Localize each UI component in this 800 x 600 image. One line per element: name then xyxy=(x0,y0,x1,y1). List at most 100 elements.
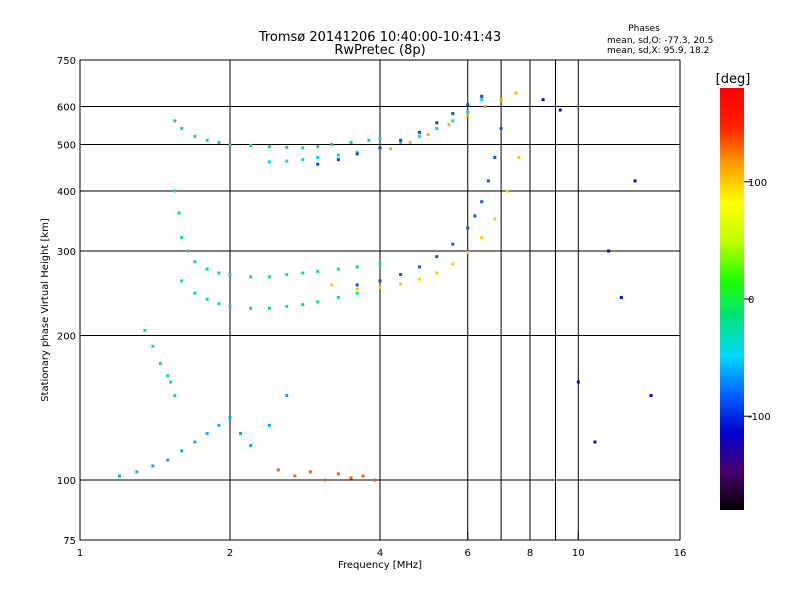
data-point xyxy=(301,146,305,150)
x-tick-label: 10 xyxy=(572,548,585,559)
axis-ticks: 1 2 4 6 8 10 16 75 100 200 300 400 500 600 750 xyxy=(57,56,686,559)
data-point xyxy=(228,143,232,147)
colorbar-tick-label: 0 xyxy=(748,295,754,306)
data-point xyxy=(169,380,173,384)
stats-header: Phases xyxy=(628,24,660,34)
data-point xyxy=(399,273,403,277)
y-tick-label: 400 xyxy=(57,187,76,198)
y-tick-label: 100 xyxy=(57,476,76,487)
data-point xyxy=(505,189,509,193)
colorbar-ticks: 100 0 -100 xyxy=(744,178,771,423)
data-point xyxy=(267,275,271,279)
data-point xyxy=(435,126,439,130)
data-point xyxy=(249,275,253,279)
data-point xyxy=(285,394,289,398)
data-point xyxy=(355,291,359,295)
data-point xyxy=(417,265,421,269)
data-point xyxy=(308,470,312,474)
data-point xyxy=(301,303,305,307)
y-tick-label: 200 xyxy=(57,332,76,343)
data-point xyxy=(426,132,430,136)
data-point xyxy=(336,267,340,271)
data-point xyxy=(480,236,484,240)
data-point xyxy=(607,249,611,253)
data-point xyxy=(228,273,232,277)
data-point xyxy=(417,134,421,138)
data-point xyxy=(276,468,280,472)
data-point xyxy=(517,155,521,159)
data-point xyxy=(173,119,177,123)
data-point xyxy=(166,458,170,462)
data-point xyxy=(378,285,382,289)
chart-subtitle: RwPretec (8p) xyxy=(334,43,425,58)
data-point xyxy=(316,155,320,159)
data-point xyxy=(267,423,271,427)
data-point xyxy=(399,138,403,142)
data-point xyxy=(355,152,359,156)
data-point xyxy=(480,200,484,204)
data-point xyxy=(193,260,197,264)
data-point xyxy=(336,472,340,476)
data-point xyxy=(355,287,359,291)
data-point xyxy=(378,136,382,140)
data-point xyxy=(336,296,340,300)
data-point xyxy=(373,478,377,482)
data-point xyxy=(378,146,382,150)
data-point xyxy=(180,126,184,130)
x-tick-label: 2 xyxy=(227,548,233,559)
data-point xyxy=(249,444,253,448)
data-point xyxy=(447,123,451,127)
data-point xyxy=(205,138,209,142)
data-point xyxy=(205,432,209,436)
data-point xyxy=(483,105,487,109)
data-point xyxy=(205,267,209,271)
data-point xyxy=(466,103,470,107)
data-point xyxy=(151,464,155,468)
data-point xyxy=(285,304,289,308)
data-point xyxy=(408,140,412,144)
data-point xyxy=(323,478,327,482)
data-point xyxy=(355,150,359,154)
data-point xyxy=(378,262,382,266)
data-point xyxy=(117,474,121,478)
data-point xyxy=(480,98,484,102)
data-point xyxy=(466,113,470,117)
data-point xyxy=(451,112,455,116)
x-tick-label: 6 xyxy=(465,548,471,559)
data-point xyxy=(180,449,184,453)
stats-line-o: mean, sd,O: -77.3, 20.5 xyxy=(607,36,713,46)
data-point xyxy=(576,380,580,384)
data-point xyxy=(158,361,162,365)
data-point xyxy=(217,302,221,306)
data-point xyxy=(399,140,403,144)
data-point xyxy=(361,474,365,478)
data-point xyxy=(217,423,221,427)
data-point xyxy=(417,277,421,281)
data-point xyxy=(316,145,320,149)
data-point xyxy=(493,155,497,159)
data-point xyxy=(514,91,518,95)
data-point xyxy=(473,214,477,218)
data-point xyxy=(249,306,253,310)
data-point xyxy=(239,432,243,436)
x-tick-label: 8 xyxy=(527,548,533,559)
y-tick-label: 750 xyxy=(57,56,76,67)
data-point xyxy=(499,126,503,130)
data-point xyxy=(435,121,439,125)
data-point xyxy=(593,440,597,444)
data-point xyxy=(466,226,470,230)
data-point xyxy=(180,279,184,283)
x-tick-label: 4 xyxy=(377,548,383,559)
data-point xyxy=(619,296,623,300)
data-point xyxy=(285,159,289,163)
data-point xyxy=(285,273,289,277)
data-point xyxy=(330,283,334,287)
data-point xyxy=(205,297,209,301)
data-point xyxy=(301,158,305,162)
data-point xyxy=(228,415,232,419)
x-tick-label: 1 xyxy=(77,548,83,559)
data-point xyxy=(173,394,177,398)
data-point xyxy=(355,265,359,269)
y-tick-label: 500 xyxy=(57,141,76,152)
